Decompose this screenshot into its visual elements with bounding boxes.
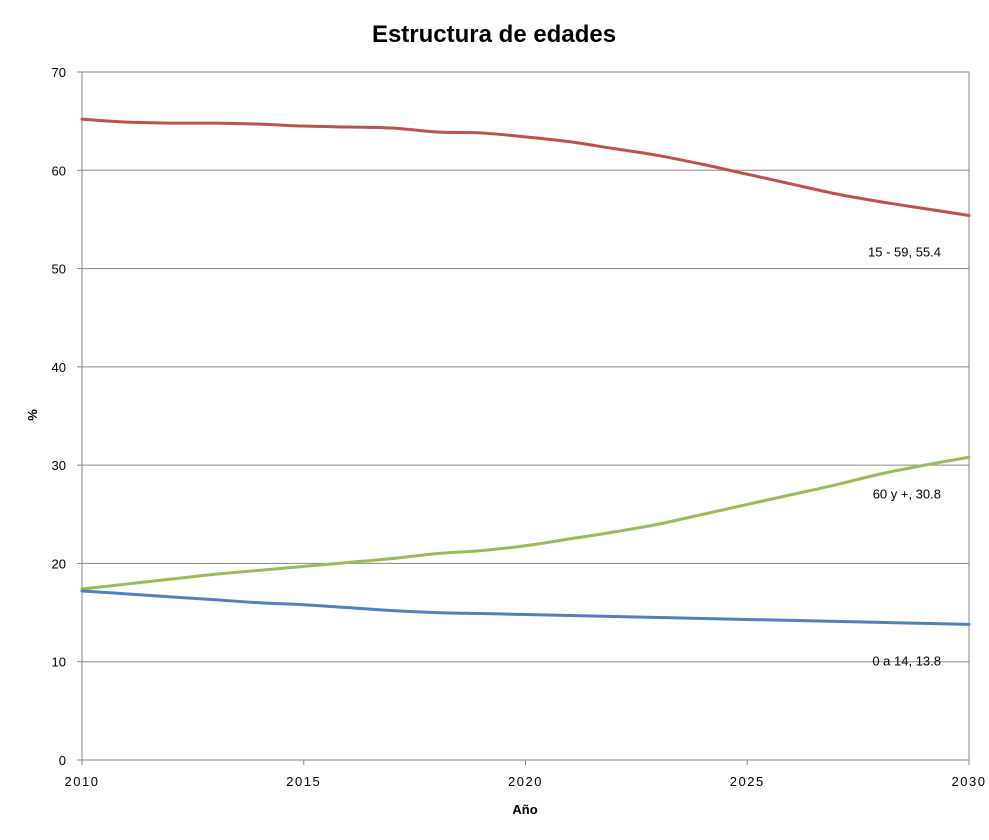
data-label-15-59: 15 - 59, 55.4: [868, 244, 941, 259]
y-axis-ticks: 0 10 20 30 40 50 60 70: [52, 65, 82, 768]
y-tick-label: 70: [52, 65, 66, 80]
data-label-0-a-14: 0 a 14, 13.8: [872, 653, 941, 668]
y-tick-label: 30: [52, 458, 66, 473]
x-axis-ticks: 2010 2015 2020 2025 2030: [65, 760, 987, 789]
data-labels: 15 - 59, 55.4 60 y +, 30.8 0 a 14, 13.8: [868, 244, 941, 668]
y-tick-label: 40: [52, 360, 66, 375]
plot-area: [81, 71, 970, 761]
chart-title: Estructura de edades: [372, 21, 616, 48]
x-tick-label: 2030: [952, 774, 987, 789]
x-tick-label: 2015: [286, 774, 321, 789]
data-label-60-y: 60 y +, 30.8: [873, 486, 941, 501]
x-axis-label: Año: [512, 802, 537, 817]
x-tick-label: 2010: [65, 774, 100, 789]
x-tick-label: 2020: [508, 774, 543, 789]
x-tick-label: 2025: [730, 774, 765, 789]
series-line-60-y: [80, 455, 971, 591]
series-line-15-59: [80, 117, 971, 217]
series-lines: [80, 117, 971, 626]
y-tick-label: 10: [52, 655, 66, 670]
y-tick-label: 60: [52, 163, 66, 178]
y-axis-label: %: [25, 409, 40, 421]
series-line-0-a-14: [80, 589, 971, 626]
gridlines: [82, 71, 969, 761]
y-tick-label: 0: [59, 753, 66, 768]
y-tick-label: 20: [52, 556, 66, 571]
y-tick-label: 50: [52, 262, 66, 277]
